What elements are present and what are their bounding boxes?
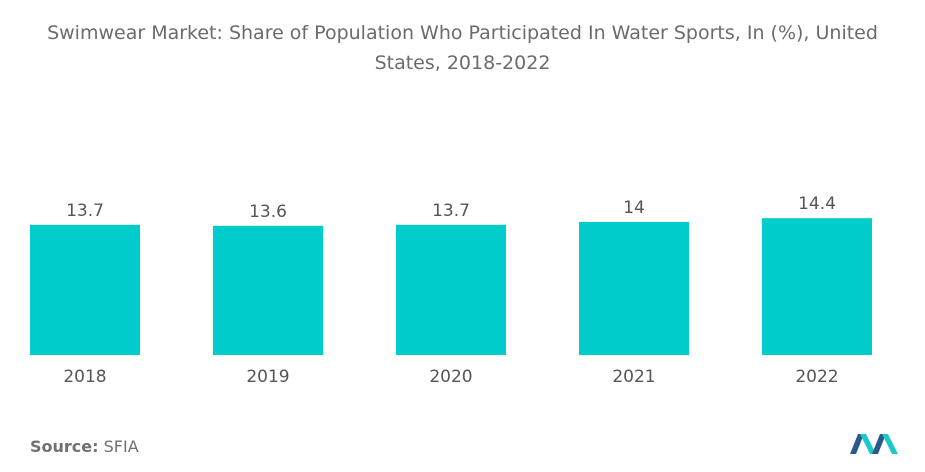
chart-title-line1: Swimwear Market: Share of Population Who… (47, 22, 878, 44)
bar-2020 (396, 224, 506, 355)
x-tick-label-2021: 2021 (612, 367, 655, 387)
data-label-2018: 13.7 (66, 201, 104, 221)
bar-2019 (213, 225, 323, 355)
data-label-2021: 14 (623, 198, 645, 218)
data-label-2020: 13.7 (432, 201, 470, 221)
data-label-2019: 13.6 (249, 202, 287, 222)
chart-title-line2: States, 2018-2022 (374, 52, 551, 74)
bar-2022 (762, 218, 872, 355)
chart-title: Swimwear Market: Share of Population Who… (0, 18, 925, 78)
x-tick-label-2020: 2020 (429, 367, 472, 387)
data-label-2022: 14.4 (798, 194, 836, 214)
source-value: SFIA (103, 437, 139, 456)
x-tick-label-2019: 2019 (246, 367, 289, 387)
brand-logo-icon (850, 434, 898, 454)
x-tick-label-2018: 2018 (63, 367, 106, 387)
bar-2021 (579, 222, 689, 355)
source-label: Source: (30, 437, 99, 456)
source-note: Source: SFIA (30, 437, 139, 456)
bar-2018 (30, 224, 140, 355)
x-tick-label-2022: 2022 (795, 367, 838, 387)
